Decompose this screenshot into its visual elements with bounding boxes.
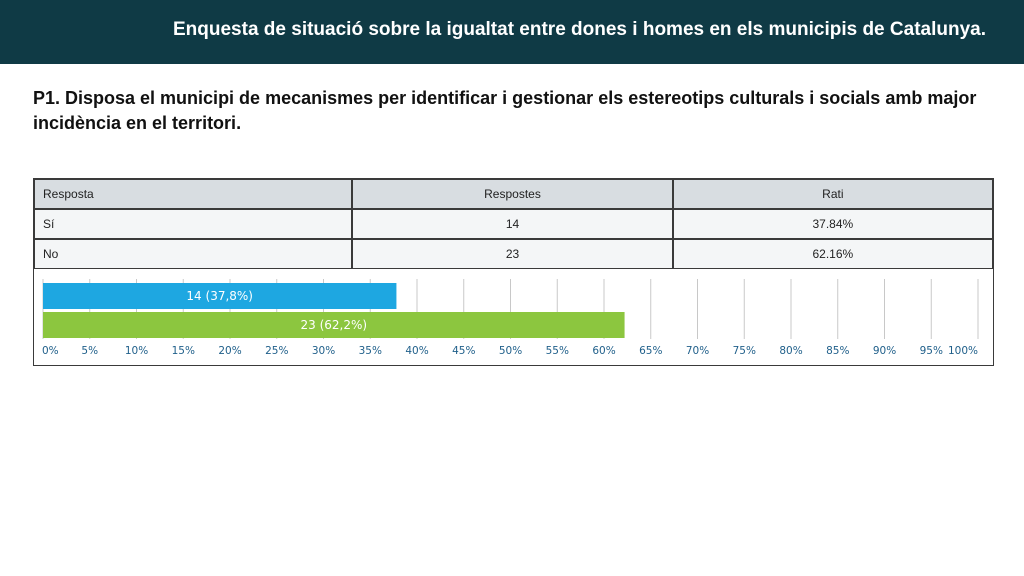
x-tick-label: 75% [733,345,756,357]
x-tick-label: 25% [265,345,288,357]
x-tick-label: 45% [452,345,475,357]
bar-data-label: 14 (37,8%) [186,289,253,303]
bar [43,312,625,338]
x-tick-label: 30% [312,345,335,357]
x-tick-label: 80% [779,345,802,357]
table-header-row: Resposta Respostes Rati [32,178,995,210]
x-tick-label: 65% [639,345,662,357]
bar-chart-svg: 14 (37,8%) 23 (62,2%) 0% 5% 10% 15% 20% 25% 30% 3… [42,279,979,357]
question-text: P1. Disposa el municipi de mecanismes pe… [33,88,977,133]
bar-data-label: 23 (62,2%) [300,318,367,332]
x-tick-label: 100% [948,345,978,357]
bar-chart: 14 (37,8%) 23 (62,2%) 0% 5% 10% 15% 20% 25% 30% 3… [33,268,994,366]
page-title: Enquesta de situació sobre la igualtat e… [173,19,986,40]
x-tick-label: 60% [592,345,615,357]
table-row: Sí 14 37.84% [32,208,995,240]
cell-respostes: 14 [351,208,674,240]
x-tick-label: 35% [359,345,382,357]
x-tick-label: 10% [125,345,148,357]
x-tick-label: 5% [81,345,98,357]
x-tick-label: 50% [499,345,522,357]
cell-rati: 37.84% [671,208,995,240]
cell-resposta: No [32,238,354,270]
x-tick-label: 90% [873,345,896,357]
x-tick-label: 95% [920,345,943,357]
header-respostes: Respostes [351,178,674,210]
header-resposta: Resposta [32,178,354,210]
x-tick-label: 15% [172,345,195,357]
header-bar: Enquesta de situació sobre la igualtat e… [0,0,1024,64]
cell-respostes: 23 [351,238,674,270]
x-tick-label: 20% [218,345,241,357]
results-table: Resposta Respostes Rati Sí 14 37.84% No … [32,178,995,270]
x-tick-label: 55% [546,345,569,357]
x-tick-label: 70% [686,345,709,357]
x-tick-label: 0% [42,345,59,357]
cell-rati: 62.16% [671,238,995,270]
header-rati: Rati [671,178,995,210]
bar [43,283,397,309]
x-tick-label: 40% [405,345,428,357]
cell-resposta: Sí [32,208,354,240]
table-row: No 23 62.16% [32,238,995,270]
x-tick-label: 85% [826,345,849,357]
